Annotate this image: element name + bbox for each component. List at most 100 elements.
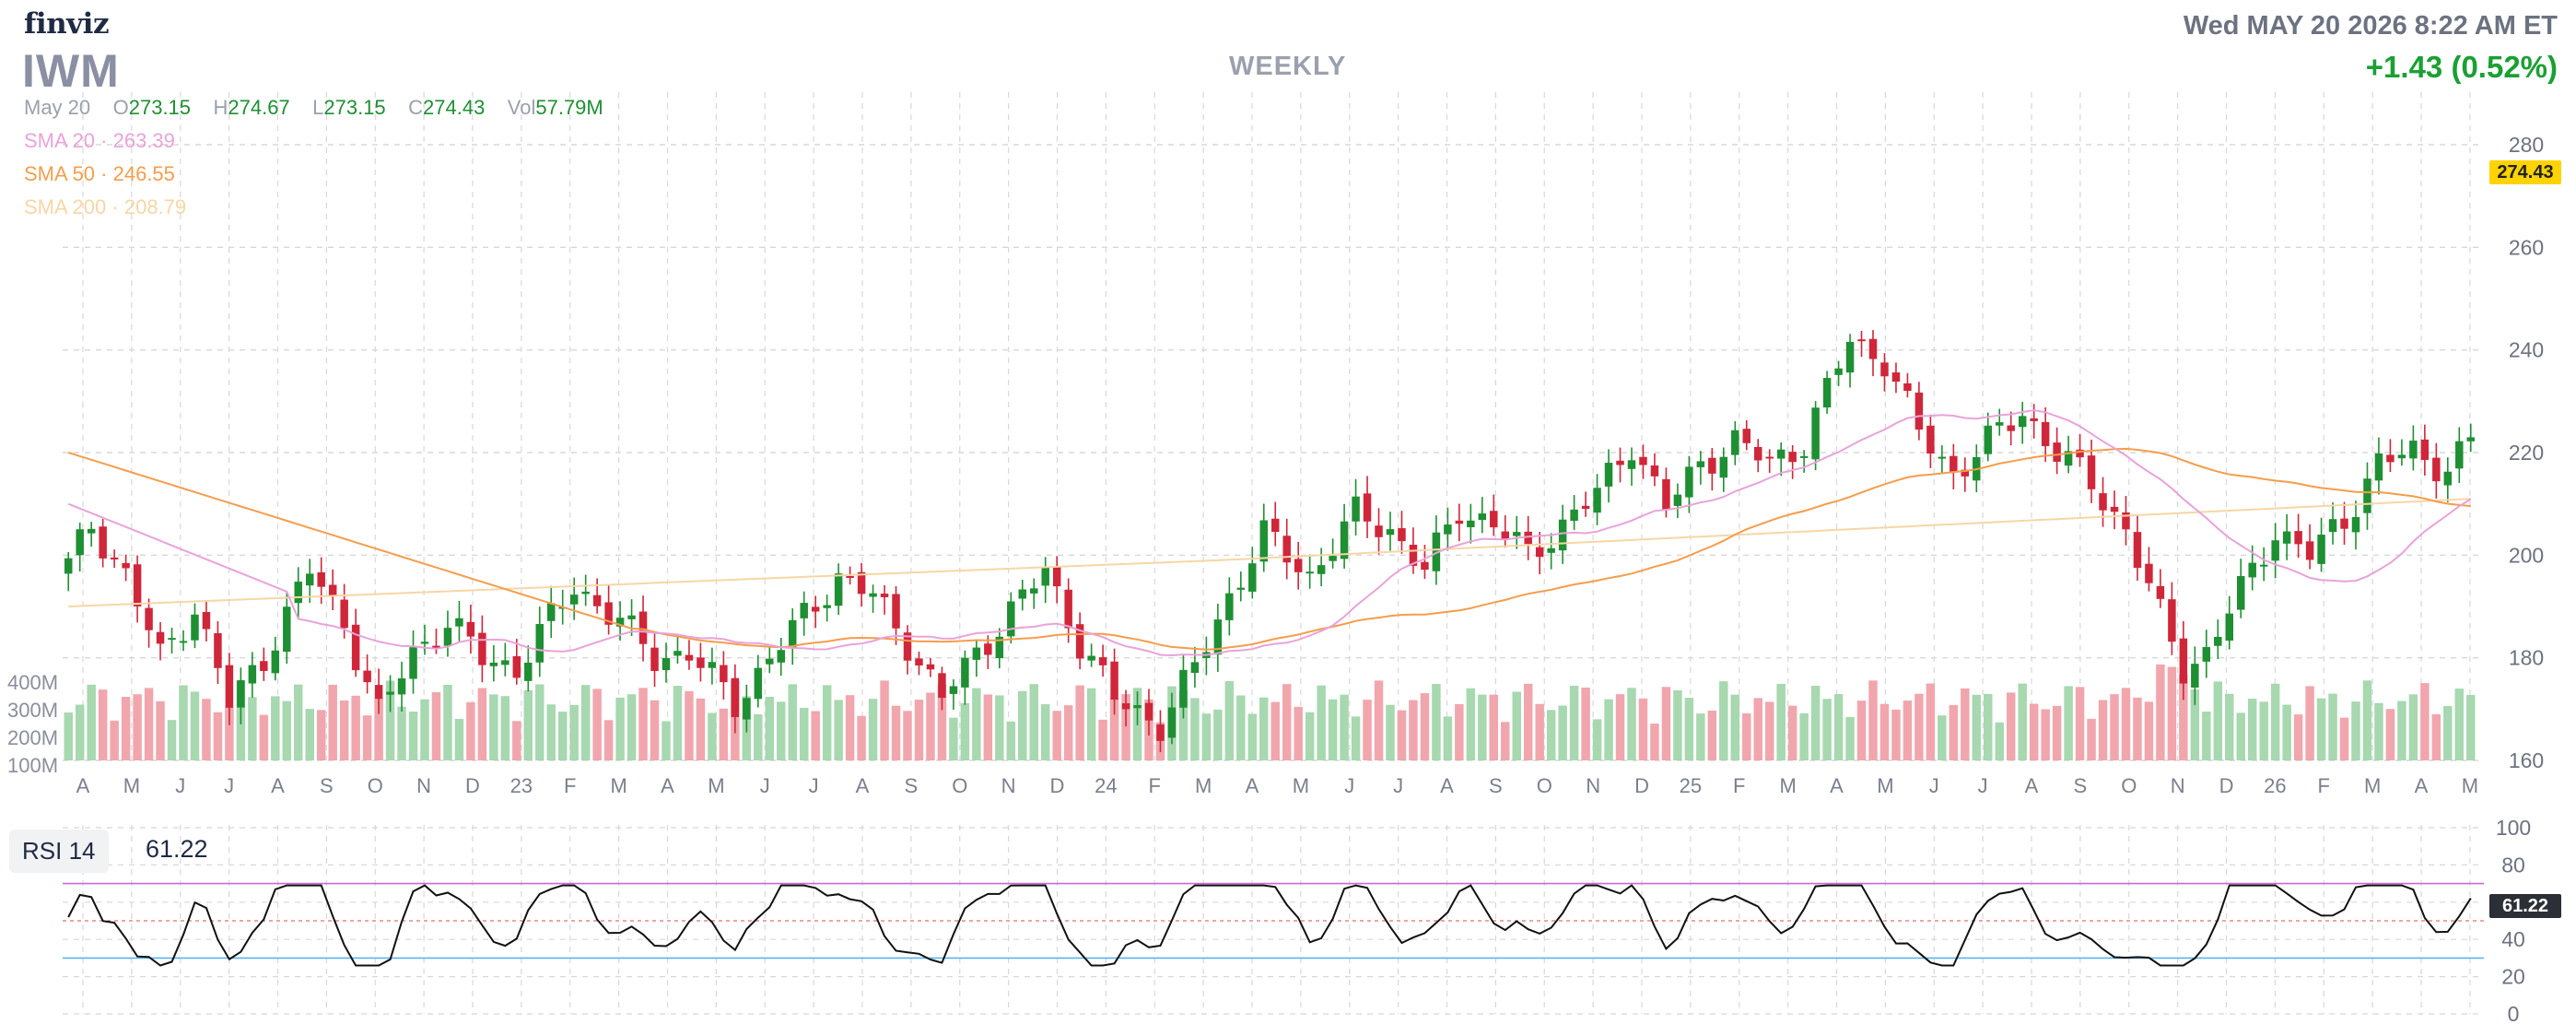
volume-bar	[535, 684, 544, 760]
volume-bar	[2144, 701, 2154, 760]
candle-body	[512, 655, 521, 678]
sma20-label: SMA 20	[24, 129, 96, 152]
volume-bar	[523, 689, 533, 760]
candle-body	[1213, 619, 1223, 655]
candle-body	[2259, 564, 2268, 567]
candle-body	[2317, 535, 2325, 564]
candle-body	[214, 632, 222, 668]
candle-body	[1788, 452, 1797, 463]
close-label: C	[408, 96, 424, 119]
volume-bar	[1397, 710, 1407, 760]
candle-body	[2110, 506, 2119, 512]
volume-bar	[754, 714, 763, 760]
volume-bar	[1121, 694, 1130, 760]
volume-bar	[2339, 717, 2349, 760]
candle-body	[1041, 567, 1049, 586]
candle-body	[1938, 456, 1947, 459]
volume-bar	[983, 694, 993, 760]
time-axis-label: A	[661, 774, 674, 797]
volume-bar	[512, 721, 521, 760]
volume-bar	[121, 697, 131, 760]
candle-body	[949, 686, 958, 694]
finviz-logo[interactable]: finviz	[24, 7, 110, 41]
volume-label: Vol	[507, 96, 536, 119]
time-axis-label: A	[76, 774, 90, 797]
volume-bar	[1201, 713, 1212, 760]
high-value: 274.67	[228, 96, 290, 119]
volume-bar	[1822, 699, 1832, 760]
volume-bar	[2018, 683, 2027, 760]
volume-bar	[2385, 709, 2395, 760]
volume-bar	[1478, 694, 1487, 760]
candle-body	[2409, 441, 2418, 459]
candle-body	[708, 662, 717, 668]
candle-body	[2363, 478, 2371, 513]
candle-body	[317, 571, 325, 587]
volume-bar	[362, 715, 372, 760]
sma200-value: 208.79	[123, 195, 187, 218]
time-axis-label: D	[465, 774, 480, 797]
sma200-label: SMA 200	[24, 195, 107, 218]
volume-bar	[1972, 694, 1982, 760]
volume-bar	[443, 684, 452, 760]
candle-body	[926, 664, 935, 670]
candle-body	[2236, 576, 2245, 610]
candle-body	[777, 650, 786, 663]
volume-axis-tick: 100M	[7, 754, 58, 777]
volume-bar	[1247, 713, 1258, 760]
volume-bar	[1949, 704, 1959, 760]
candle-body	[1673, 494, 1682, 506]
volume-bar	[64, 712, 73, 760]
volume-bar	[1501, 722, 1510, 760]
volume-bar	[1558, 705, 1567, 760]
rsi-line	[67, 884, 2472, 967]
time-axis-label: M	[708, 774, 724, 797]
volume-bar	[1052, 711, 1061, 760]
candle-body	[1547, 547, 1555, 553]
close-value: 274.43	[423, 96, 486, 119]
volume-bar	[351, 695, 360, 760]
volume-bar	[190, 691, 200, 760]
candle-body	[501, 660, 509, 665]
candle-body	[892, 594, 900, 629]
candle-body	[1317, 565, 1326, 574]
volume-bar	[2270, 683, 2280, 760]
candle-body	[1662, 478, 1670, 511]
time-axis-label: A	[1830, 774, 1844, 797]
volume-bar	[2305, 686, 2314, 760]
volume-bar	[477, 688, 487, 760]
volume-bar	[420, 699, 429, 760]
volume-bar	[1673, 689, 1682, 760]
volume-bar	[1891, 709, 1901, 760]
volume-bar	[1386, 704, 1395, 760]
candle-body	[1455, 520, 1464, 524]
candle-body	[248, 665, 257, 684]
volume-bar	[2202, 712, 2211, 760]
volume-bar	[179, 685, 188, 760]
volume-bar	[1018, 690, 1027, 760]
candle-body	[1421, 561, 1429, 571]
volume-bar	[1753, 698, 1762, 760]
last-price-tag: 274.43	[2489, 160, 2561, 184]
candle-body	[2282, 531, 2291, 544]
volume-bar	[2454, 689, 2465, 760]
candle-body	[168, 638, 176, 641]
volume-bar	[500, 696, 510, 760]
candle-body	[340, 599, 348, 629]
volume-bar	[1742, 712, 1751, 760]
candle-body	[743, 698, 751, 720]
candle-body	[1225, 593, 1234, 620]
candle-body	[972, 647, 981, 660]
candle-body	[1696, 461, 1705, 467]
candle-body	[2248, 562, 2256, 578]
volume-bar	[811, 711, 820, 760]
rsi-indicator-label[interactable]: RSI 14	[9, 830, 109, 873]
time-axis-label: M	[2462, 774, 2478, 797]
candle-body	[2271, 540, 2279, 561]
volume-bar	[569, 704, 579, 760]
volume-bar	[1224, 680, 1235, 760]
volume-bar	[1351, 716, 1361, 760]
time-axis-label: 23	[510, 774, 533, 797]
time-axis-label: M	[2364, 774, 2381, 797]
